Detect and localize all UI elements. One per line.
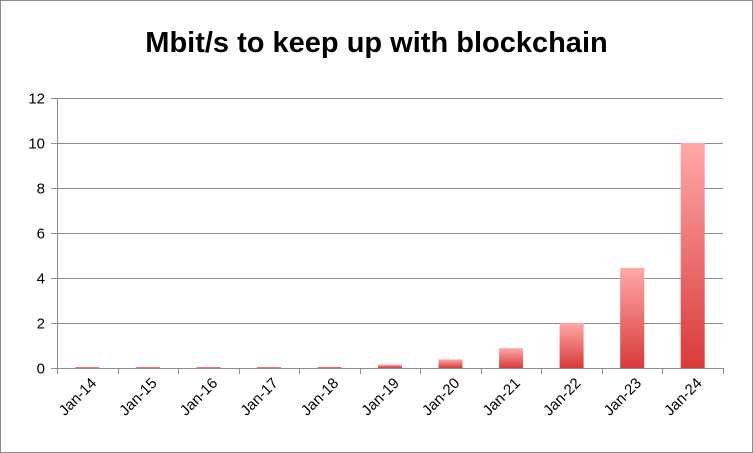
- x-tick-label: Jan-21: [479, 375, 523, 419]
- x-tick-label: Jan-18: [298, 375, 342, 419]
- y-tick-labels: 0 2 4 6 8 10 12: [28, 91, 45, 378]
- axes: [51, 98, 724, 374]
- bar-jan-21: [499, 348, 524, 368]
- bar-jan-14: [75, 367, 100, 368]
- x-tick-labels: Jan-14 Jan-15 Jan-16 Jan-17 Jan-18 Jan-19 Jan-…: [56, 375, 706, 419]
- y-tick-label: 12: [28, 91, 45, 108]
- gridlines: [57, 98, 723, 324]
- y-tick-label: 2: [37, 316, 45, 333]
- bar-jan-20: [438, 359, 463, 368]
- bar-jan-23: [620, 267, 645, 368]
- x-tick-label: Jan-22: [540, 375, 584, 419]
- x-tick-label: Jan-19: [358, 375, 402, 419]
- bar-jan-22: [559, 323, 584, 368]
- x-tick-label: Jan-20: [419, 375, 463, 419]
- bar-jan-16: [196, 367, 221, 368]
- bar-jan-18: [317, 366, 342, 368]
- x-tick-label: Jan-16: [177, 375, 221, 419]
- bars: [75, 143, 705, 368]
- y-tick-label: 10: [28, 136, 45, 153]
- x-tick-label: Jan-17: [237, 375, 281, 419]
- y-tick-label: 8: [37, 181, 45, 198]
- bar-jan-19: [378, 364, 402, 368]
- bar-jan-15: [135, 367, 160, 368]
- x-tick-label: Jan-23: [601, 375, 645, 419]
- chart-title: Mbit/s to keep up with blockchain: [145, 27, 608, 59]
- y-tick-label: 4: [37, 271, 45, 288]
- bar-jan-24: [680, 143, 705, 368]
- y-tick-label: 0: [37, 361, 45, 378]
- x-tick-label: Jan-14: [56, 375, 100, 419]
- x-tick-label: Jan-15: [116, 375, 160, 419]
- x-tick-label: Jan-24: [661, 375, 705, 419]
- y-tick-label: 6: [37, 226, 45, 243]
- bar-jan-17: [256, 367, 281, 368]
